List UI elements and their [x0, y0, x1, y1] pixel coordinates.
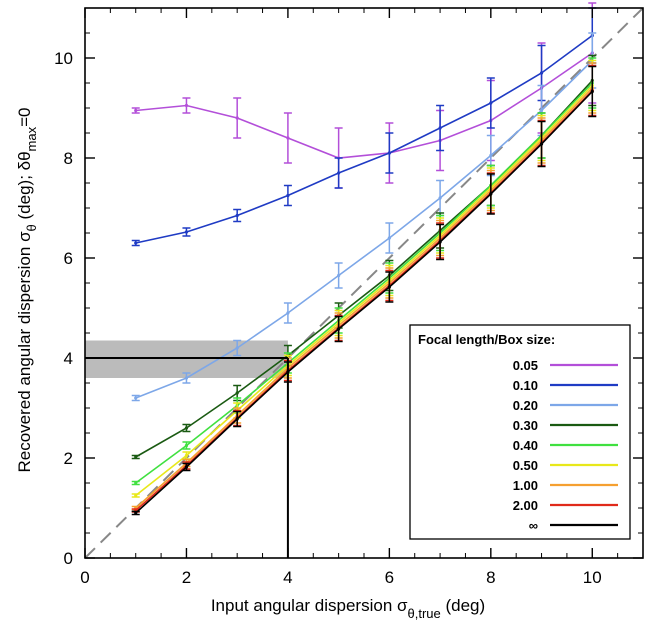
data-point	[236, 116, 239, 119]
error-bar	[284, 186, 292, 206]
data-point	[185, 230, 188, 233]
x-tick-label: 10	[583, 568, 602, 587]
error-bar	[233, 210, 241, 222]
y-axis-label-sub: θ	[24, 224, 39, 231]
data-point	[591, 90, 594, 93]
x-axis-label-sub: θ,true	[408, 606, 441, 621]
x-tick-label: 0	[80, 568, 89, 587]
data-point	[489, 101, 492, 104]
y-tick-label: 10	[54, 49, 73, 68]
data-point	[286, 136, 289, 139]
data-point	[489, 192, 492, 195]
y-axis-label-mid: (deg); δθ	[15, 151, 34, 224]
data-point	[236, 214, 239, 217]
series-line-0.05	[136, 53, 593, 158]
series-line-0.10	[136, 36, 593, 244]
error-bar	[284, 303, 292, 323]
data-point	[540, 71, 543, 74]
data-point	[337, 171, 340, 174]
y-tick-label: 4	[64, 349, 73, 368]
y-tick-label: 6	[64, 249, 73, 268]
error-bar	[487, 78, 495, 128]
data-point	[236, 346, 239, 349]
y-tick-label: 8	[64, 149, 73, 168]
data-point	[388, 151, 391, 154]
data-point	[236, 391, 239, 394]
x-axis-label: Input angular dispersion σθ,true (deg)	[211, 596, 485, 621]
x-axis-label-main: Input angular dispersion σ	[211, 596, 408, 615]
x-axis-label-tail: (deg)	[441, 596, 485, 615]
error-bar	[132, 511, 140, 514]
error-bar	[284, 113, 292, 163]
data-point	[236, 417, 239, 420]
x-tick-label: 8	[486, 568, 495, 587]
data-point	[134, 511, 137, 514]
data-point	[438, 240, 441, 243]
error-bar	[335, 158, 343, 188]
error-bar	[132, 494, 140, 497]
data-point	[134, 494, 137, 497]
x-tick-label: 2	[182, 568, 191, 587]
legend-entry-label: ∞	[529, 518, 538, 533]
legend-entry-label: 2.00	[513, 498, 538, 513]
data-point	[540, 142, 543, 145]
error-bar	[385, 223, 393, 253]
error-bar	[436, 106, 444, 151]
data-point	[134, 241, 137, 244]
data-point	[337, 274, 340, 277]
series-0.10	[132, 8, 597, 246]
data-point	[388, 285, 391, 288]
data-point	[134, 455, 137, 458]
data-point	[337, 327, 340, 330]
legend-entry-label: 1.00	[513, 478, 538, 493]
data-point	[438, 196, 441, 199]
series-0.05	[132, 3, 597, 188]
y-tick-label: 0	[64, 549, 73, 568]
legend-entry-label: 0.05	[513, 358, 538, 373]
error-bar	[335, 263, 343, 288]
data-point	[185, 426, 188, 429]
legend-entry-label: 0.20	[513, 398, 538, 413]
y-axis-label-main: Recovered angular dispersion σ	[15, 231, 34, 473]
error-bar	[132, 481, 140, 484]
data-point	[185, 376, 188, 379]
legend: Focal length/Box size: 0.05 0.10 0.20 0.30 0.…	[410, 325, 630, 539]
data-point	[185, 465, 188, 468]
data-point	[540, 109, 543, 112]
error-bar	[132, 396, 140, 401]
data-point	[134, 109, 137, 112]
data-point	[286, 194, 289, 197]
data-point	[134, 396, 137, 399]
legend-entry-label: 0.50	[513, 458, 538, 473]
data-point	[185, 444, 188, 447]
data-point	[185, 104, 188, 107]
legend-entry-label: 0.40	[513, 438, 538, 453]
y-axis-label-sub2: max	[24, 126, 39, 151]
x-tick-label: 4	[283, 568, 292, 587]
data-point	[388, 236, 391, 239]
data-point	[489, 154, 492, 157]
data-point	[134, 481, 137, 484]
data-point	[185, 454, 188, 457]
x-tick-label: 6	[385, 568, 394, 587]
data-point	[438, 126, 441, 129]
legend-title: Focal length/Box size:	[418, 332, 555, 347]
legend-entry-label: 0.30	[513, 418, 538, 433]
error-bar	[132, 455, 140, 458]
legend-entry-label: 0.10	[513, 378, 538, 393]
y-axis-label: Recovered angular dispersion σθ (deg); δ…	[15, 107, 39, 472]
y-axis-label-tail: =0	[15, 107, 34, 126]
y-tick-label: 2	[64, 449, 73, 468]
data-point	[286, 311, 289, 314]
